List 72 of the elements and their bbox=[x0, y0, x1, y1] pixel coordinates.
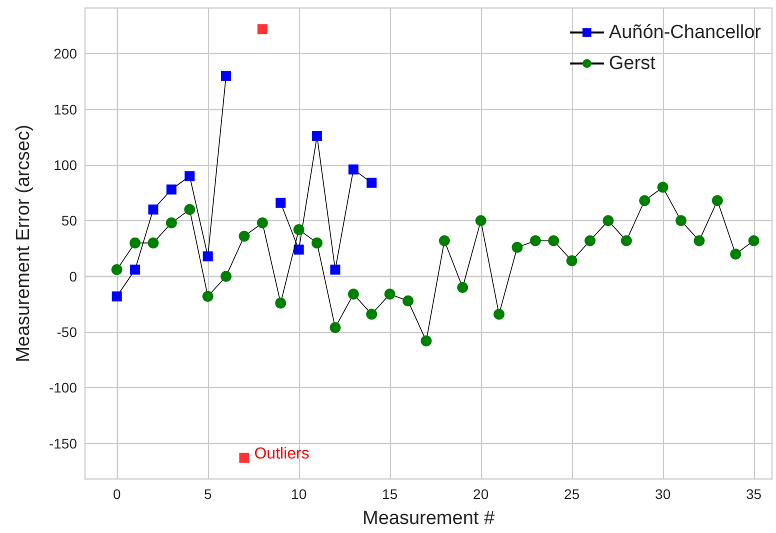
point bbox=[530, 235, 541, 246]
point bbox=[202, 290, 214, 302]
point bbox=[457, 282, 468, 293]
point bbox=[348, 164, 358, 174]
x-tick-label: 0 bbox=[112, 486, 121, 502]
x-tick-label: 35 bbox=[746, 486, 762, 502]
point bbox=[712, 195, 723, 206]
point bbox=[657, 182, 668, 193]
x-tick-label: 5 bbox=[204, 486, 212, 502]
point bbox=[257, 24, 268, 34]
point bbox=[221, 70, 232, 81]
legend-label: Gerst bbox=[608, 53, 656, 74]
x-tick-label: 20 bbox=[473, 486, 489, 502]
point bbox=[420, 335, 432, 346]
point bbox=[366, 178, 377, 188]
legend-label: Auñón-Chancellor bbox=[608, 22, 762, 43]
point bbox=[294, 244, 304, 255]
point bbox=[166, 184, 176, 194]
annotation: Outliers bbox=[254, 445, 310, 462]
y-tick-label: -150 bbox=[48, 435, 78, 452]
point bbox=[475, 215, 486, 226]
point bbox=[730, 248, 742, 260]
point bbox=[148, 237, 159, 248]
x-tick-label: 10 bbox=[291, 486, 307, 502]
y-tick-label: 50 bbox=[61, 212, 78, 229]
point bbox=[220, 270, 232, 282]
point bbox=[348, 288, 359, 300]
y-tick-label: -100 bbox=[48, 380, 78, 396]
point bbox=[366, 308, 378, 320]
point bbox=[494, 308, 505, 320]
y-tick-label: 100 bbox=[54, 157, 78, 173]
point bbox=[620, 235, 632, 246]
point bbox=[384, 288, 396, 300]
point bbox=[330, 264, 340, 275]
point bbox=[238, 230, 250, 242]
point bbox=[275, 298, 286, 309]
y-tick-label: -50 bbox=[56, 324, 78, 340]
point bbox=[602, 215, 614, 226]
point bbox=[748, 235, 760, 246]
point bbox=[111, 264, 122, 276]
x-tick-label: 15 bbox=[382, 486, 398, 502]
point bbox=[239, 452, 250, 463]
point bbox=[512, 242, 523, 253]
y-tick-label: 200 bbox=[54, 46, 78, 62]
y-axis-title: Measurement Error (arcsec) bbox=[13, 124, 34, 362]
point bbox=[312, 131, 322, 142]
x-tick-label: 25 bbox=[564, 486, 580, 502]
point bbox=[148, 204, 158, 215]
point bbox=[130, 264, 140, 275]
point bbox=[694, 235, 705, 246]
x-tick-label: 30 bbox=[655, 486, 671, 502]
point bbox=[112, 291, 122, 302]
point bbox=[566, 255, 578, 266]
point bbox=[184, 204, 196, 216]
point bbox=[584, 235, 596, 246]
point bbox=[166, 217, 177, 228]
point bbox=[548, 235, 560, 246]
point bbox=[202, 251, 213, 262]
point bbox=[184, 171, 195, 182]
y-tick-label: 150 bbox=[54, 101, 78, 118]
point bbox=[676, 215, 687, 226]
point bbox=[402, 295, 414, 306]
point bbox=[256, 217, 268, 228]
point bbox=[438, 235, 450, 246]
y-tick-label: 0 bbox=[69, 268, 78, 284]
point bbox=[330, 322, 341, 334]
point bbox=[276, 198, 286, 208]
point bbox=[130, 237, 141, 248]
x-axis-title: Measurement # bbox=[362, 508, 495, 529]
point bbox=[293, 224, 304, 236]
point bbox=[639, 195, 650, 206]
point bbox=[312, 237, 323, 248]
